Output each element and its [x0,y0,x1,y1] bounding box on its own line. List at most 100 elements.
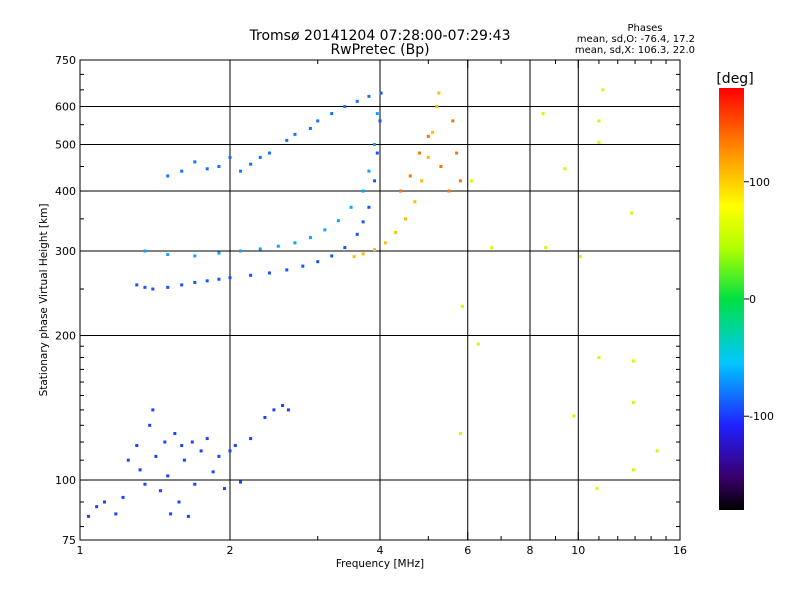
data-point [597,355,601,359]
data-point [285,138,289,142]
x-axis-label: Frequency [MHz] [336,558,424,570]
data-point [205,167,209,171]
data-point [431,130,435,134]
data-point [373,143,377,147]
data-point [135,283,139,287]
data-point [349,205,353,209]
data-point [469,179,473,183]
colorbar-scale [719,88,744,510]
data-point [352,255,356,259]
data-point [323,228,327,232]
data-point [154,454,158,458]
data-point [180,169,184,173]
colorbar: [deg] 100 0 -100 [716,71,774,510]
data-point [308,126,312,130]
data-point [249,437,253,441]
data-point [95,505,99,509]
data-point [169,512,173,516]
data-point [217,251,221,255]
data-point [355,99,359,103]
x-tick-label: 4 [377,544,384,557]
data-point [173,432,177,436]
data-point [631,468,635,472]
data-point [316,119,320,123]
x-tick-labels: 1 2 4 6 8 10 16 [77,544,688,557]
data-point [301,264,305,268]
data-point [458,179,462,183]
data-point [361,189,365,193]
data-point [417,151,421,155]
colorbar-tick-label: -100 [749,410,774,423]
data-point [151,408,155,412]
data-point [217,454,221,458]
data-point [631,359,635,363]
data-point [190,440,194,444]
data-point [186,514,190,518]
y-tick-label: 400 [55,185,76,198]
x-tick-label: 1 [77,544,84,557]
data-point [308,236,312,240]
data-point [193,280,197,284]
data-point [180,444,184,448]
y-tick-label: 300 [55,245,76,258]
data-point [258,155,262,159]
y-tick-label: 600 [55,101,76,114]
data-point [343,246,347,250]
data-point [367,94,371,98]
data-point [373,179,377,183]
data-point [233,444,237,448]
data-point [399,189,403,193]
data-point [182,458,186,462]
data-point [437,91,441,95]
data-point [126,458,130,462]
y-tick-label: 500 [55,139,76,152]
x-tick-label: 8 [527,544,534,557]
data-point [239,249,243,253]
data-point [544,246,548,250]
data-point [239,169,243,173]
data-point [258,247,262,251]
phases-line-o: mean, sd,O: -76.4, 17.2 [577,34,695,45]
y-tick-labels: 75 100 200 300 400 500 600 750 [55,54,76,547]
data-point [601,88,605,92]
data-point [249,162,253,166]
data-point [403,217,407,221]
data-point [103,500,107,504]
data-point [426,134,430,138]
data-point [451,119,455,123]
data-point [267,271,271,275]
data-point [217,164,221,168]
gridlines [80,60,680,540]
data-point [276,244,280,248]
data-point [630,211,634,215]
data-point [379,91,383,95]
data-point [572,414,576,418]
data-point [330,112,334,116]
chart-subtitle: RwPretec (Bp) [330,42,429,58]
data-point [281,403,285,407]
colorbar-ticks: 100 0 -100 [744,176,774,423]
y-tick-label: 200 [55,330,76,343]
data-point [655,449,659,453]
data-point [86,514,90,518]
data-point [114,512,118,516]
data-point [223,487,227,491]
data-point [439,164,443,168]
data-point [597,119,601,123]
data-point [272,408,276,412]
data-point [143,285,147,289]
data-point [199,449,203,453]
data-point [378,119,382,123]
data-point [138,468,142,472]
data-point [205,279,209,283]
data-point [367,169,371,173]
x-tick-label: 10 [571,544,585,557]
data-point [413,200,417,204]
data-point [455,151,459,155]
data-point [394,230,398,234]
data-point [355,232,359,236]
data-point [151,287,155,291]
data-point [135,444,139,448]
data-point [367,205,371,209]
